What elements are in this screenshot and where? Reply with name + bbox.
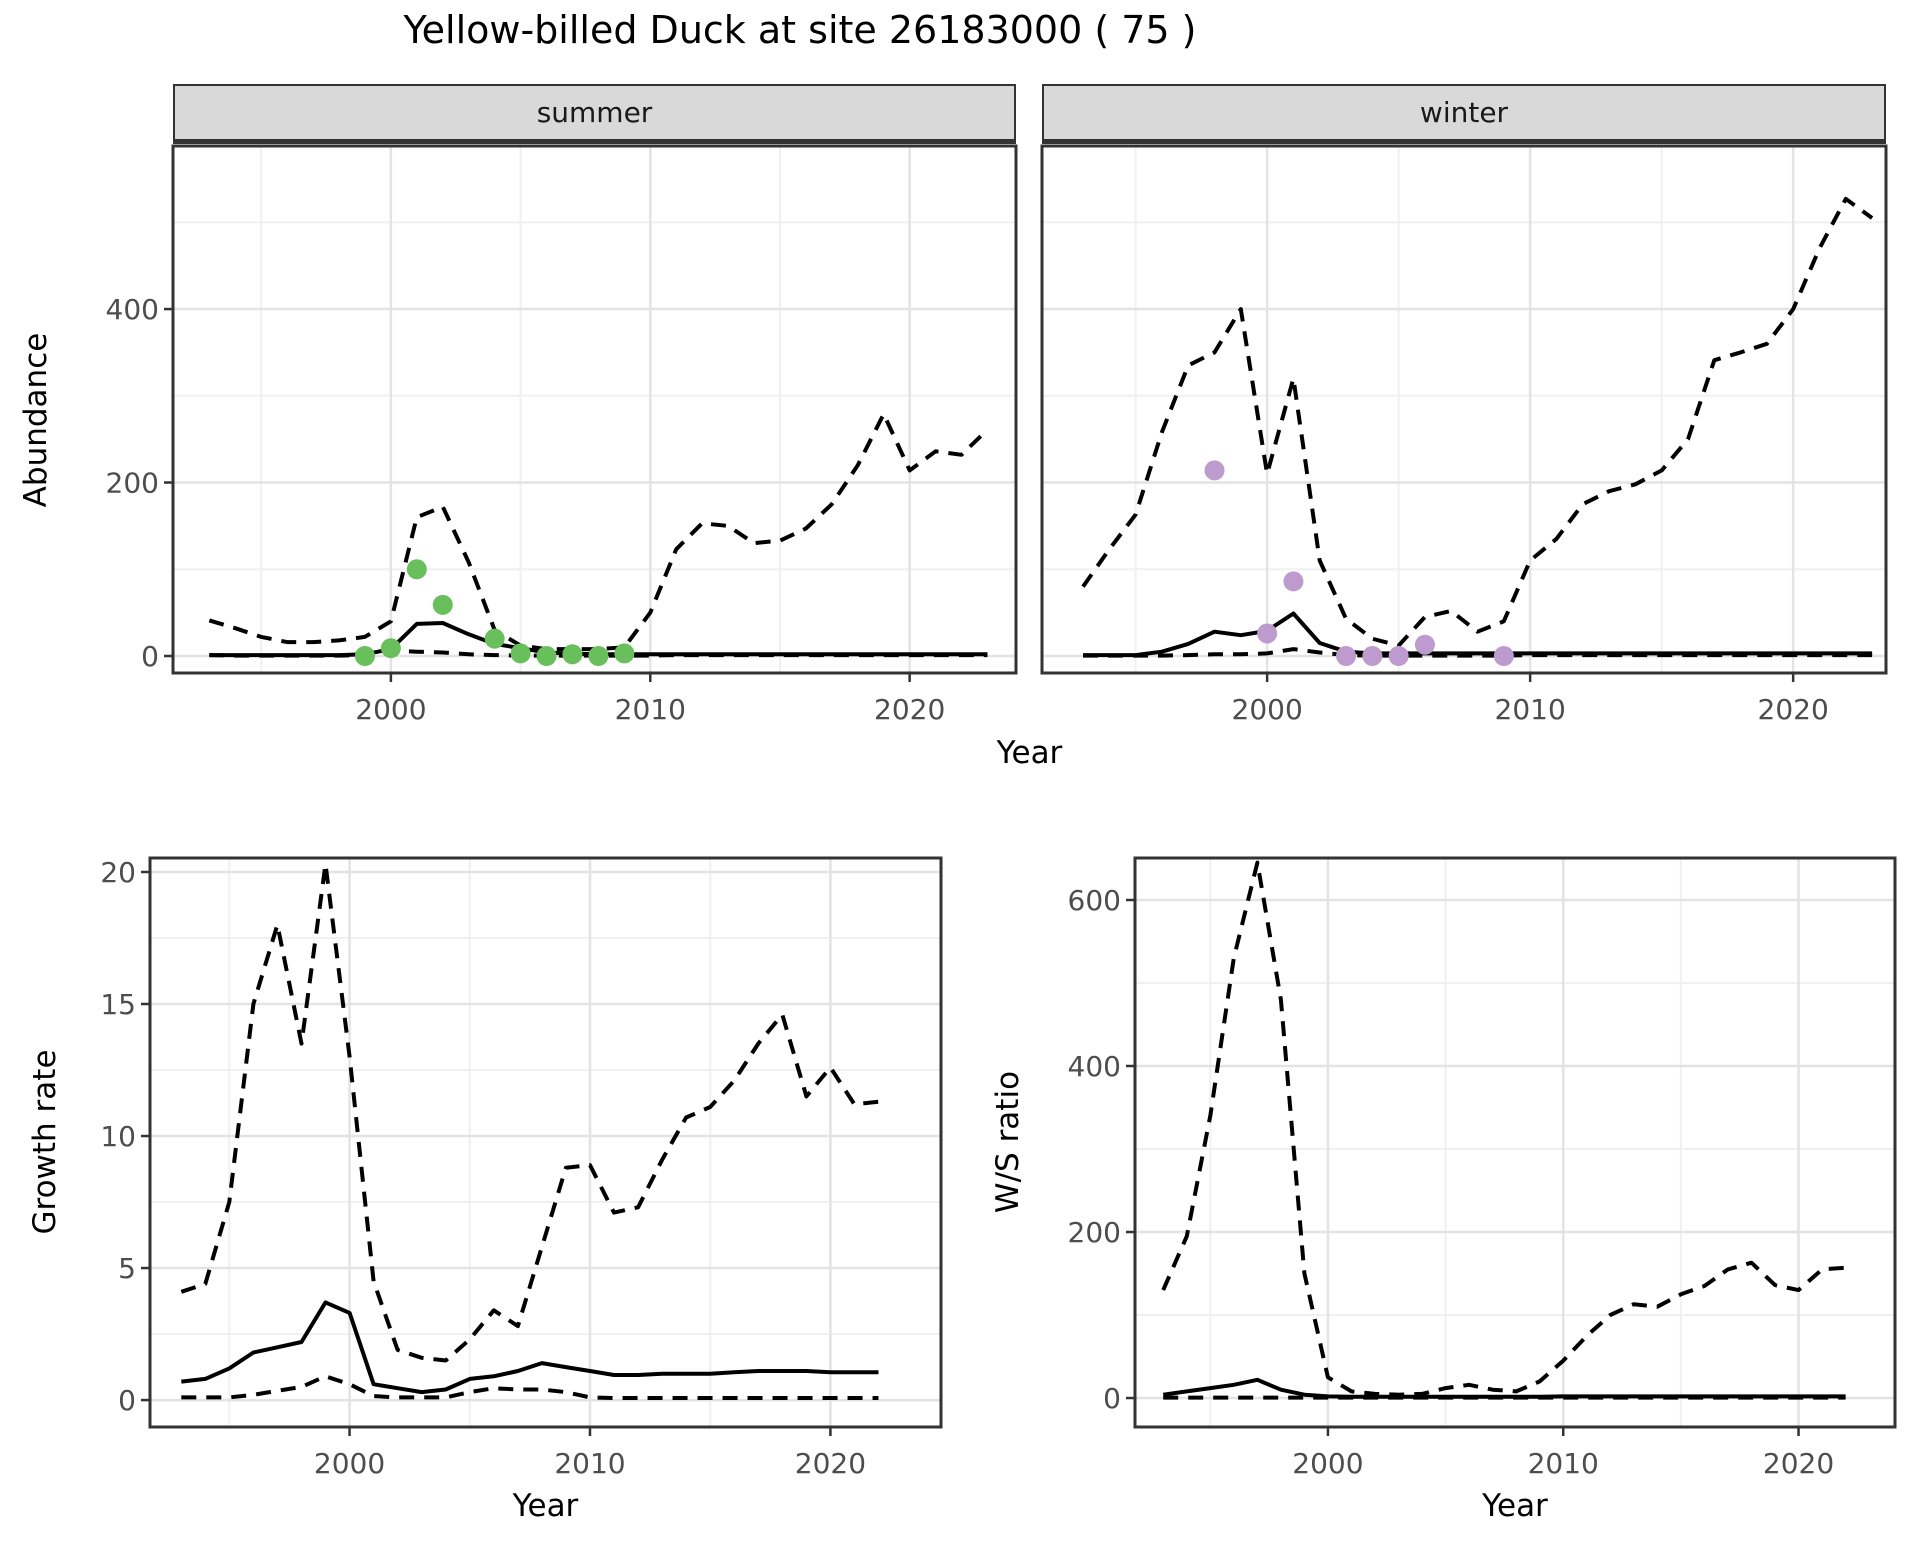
y-tick-label: 0	[141, 640, 159, 673]
facet-strip-winter: winter	[1042, 84, 1886, 144]
panel-border	[1040, 144, 1888, 675]
observation-point	[614, 643, 635, 664]
observation-point	[1493, 646, 1514, 666]
x-axis-title-bottom-left: Year	[512, 1488, 579, 1524]
observation-point	[1414, 634, 1435, 655]
series-lower_ci-line	[181, 1374, 879, 1400]
observation-point	[380, 638, 401, 659]
observation-point	[1204, 460, 1225, 481]
series-median-line	[181, 1300, 879, 1395]
observation-point	[406, 559, 427, 580]
panel-background	[1042, 146, 1886, 673]
y-axis-title-ws-ratio: W/S ratio	[990, 1070, 1026, 1214]
facet-strip-summer-label: summer	[536, 96, 653, 129]
y-tick-label: 0	[1103, 1382, 1121, 1415]
x-tick-label: 2010	[554, 1447, 625, 1480]
observation-point	[562, 644, 583, 665]
y-tick-label: 5	[118, 1252, 136, 1285]
panel-background	[173, 146, 1016, 673]
x-axis-title-bottom-right: Year	[1482, 1488, 1548, 1524]
series-upper_ci-line	[1161, 860, 1846, 1397]
observation-point	[432, 594, 453, 615]
y-tick-label: 15	[100, 988, 136, 1021]
facet-strip-winter-label: winter	[1419, 96, 1509, 129]
observation-point	[588, 646, 609, 666]
y-tick-label: 600	[1068, 884, 1121, 917]
x-tick-label: 2020	[795, 1447, 866, 1480]
observation-point	[1283, 571, 1304, 592]
observation-point	[510, 643, 531, 664]
series-upper_ci-line	[1081, 196, 1874, 648]
observation-point	[484, 628, 505, 649]
x-tick-label: 2000	[1232, 693, 1303, 726]
x-tick-label: 2010	[1495, 693, 1566, 726]
observation-point	[536, 646, 557, 666]
panel-border	[171, 144, 1018, 675]
y-tick-label: 10	[100, 1120, 136, 1153]
y-tick-label: 20	[100, 856, 136, 889]
x-tick-label: 2000	[355, 693, 426, 726]
plot-title: Yellow-billed Duck at site 26183000 ( 75…	[403, 8, 1197, 52]
x-tick-label: 2020	[874, 693, 945, 726]
series-lower_ci-line	[1083, 647, 1873, 658]
observation-point	[1362, 646, 1383, 666]
y-tick-label: 400	[1068, 1050, 1121, 1083]
series-median-line	[1162, 1377, 1846, 1399]
y-tick-label: 200	[106, 467, 159, 500]
series-upper_ci-line	[180, 862, 879, 1363]
panel-border	[148, 856, 943, 1429]
y-axis-title-growth-rate: Growth rate	[27, 1049, 63, 1235]
x-tick-label: 2000	[1292, 1447, 1363, 1480]
x-tick-label: 2020	[1758, 693, 1829, 726]
panel-background	[1135, 858, 1895, 1427]
observation-point	[354, 646, 375, 666]
x-tick-label: 2010	[615, 693, 686, 726]
series-upper_ci-line	[208, 412, 989, 652]
panel-border	[1133, 856, 1897, 1429]
x-axis-title-top: Year	[996, 735, 1063, 771]
facet-strip-summer: summer	[173, 84, 1016, 144]
y-tick-label: 0	[118, 1384, 136, 1417]
panel-background	[150, 858, 941, 1427]
x-tick-label: 2020	[1763, 1447, 1834, 1480]
y-tick-label: 200	[1068, 1216, 1121, 1249]
observation-point	[1388, 646, 1409, 666]
y-tick-label: 400	[106, 293, 159, 326]
x-tick-label: 2010	[1528, 1447, 1599, 1480]
observation-point	[1336, 646, 1357, 666]
y-axis-title-abundance: Abundance	[18, 332, 54, 508]
observation-point	[1257, 623, 1278, 644]
x-tick-label: 2000	[314, 1447, 385, 1480]
